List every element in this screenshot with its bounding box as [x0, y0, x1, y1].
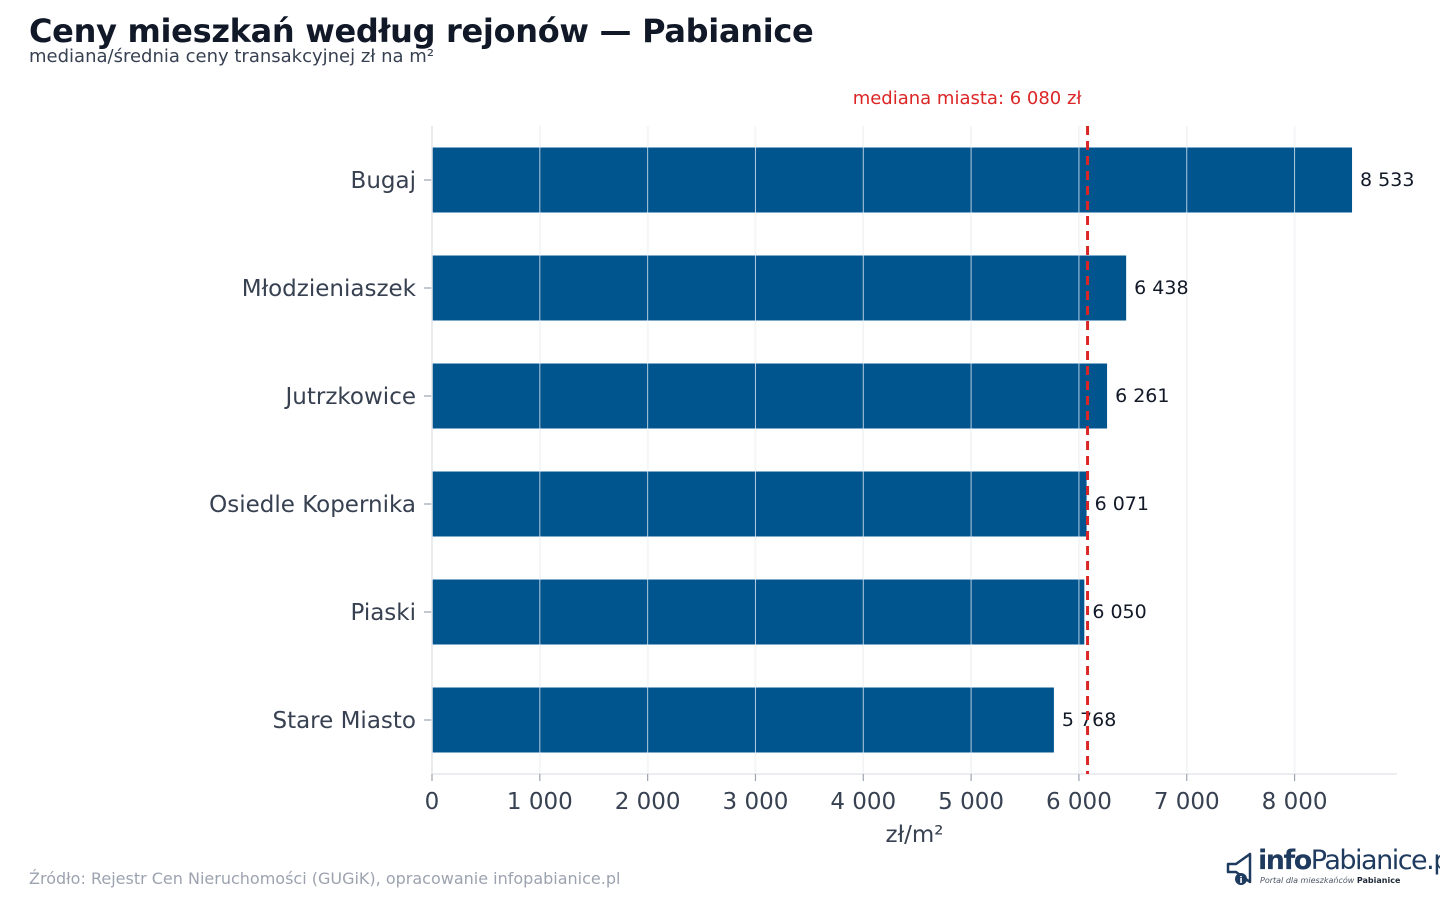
reference-line-group: mediana miasta: 6 080 zł — [853, 88, 1090, 774]
bars — [432, 147, 1353, 753]
logo-prefix: info — [1258, 845, 1312, 876]
labels: Bugaj 8 533 Młodzieniaszek 6 438 Jutrzkowice… — [209, 168, 1414, 848]
bar-1 — [432, 255, 1127, 321]
bar-2 — [432, 363, 1108, 429]
logo-tagline: Portal dla mieszkańców Pabianice — [1260, 876, 1400, 885]
logo-name: Pabianice.pl — [1310, 845, 1440, 876]
brand-logo[interactable]: i infoPabianice.pl Portal dla mieszkańcó… — [1224, 846, 1440, 890]
x-tick-label-0: 0 — [425, 789, 440, 815]
category-label-1: Młodzieniaszek — [242, 276, 417, 302]
x-tick-label-5: 5 000 — [938, 789, 1004, 815]
chart-subtitle: mediana/średnia ceny transakcyjnej zł na… — [29, 46, 435, 67]
x-tick-label-4: 4 000 — [830, 789, 896, 815]
overlay-gridlines — [539, 126, 1296, 774]
chart-title: Ceny mieszkań według rejonów — Pabianice — [29, 12, 814, 50]
value-label-2: 6 261 — [1115, 385, 1169, 407]
median-reference-label: mediana miasta: 6 080 zł — [853, 88, 1083, 109]
axes — [424, 126, 1397, 781]
source-note: Źródło: Rejestr Cen Nieruchomości (GUGiK… — [29, 869, 621, 888]
svg-text:i: i — [1239, 876, 1242, 886]
value-label-5: 5 768 — [1062, 709, 1116, 731]
category-label-3: Osiedle Kopernika — [209, 492, 416, 518]
value-label-3: 6 071 — [1095, 493, 1149, 515]
logo-wordmark: infoPabianice.pl — [1258, 846, 1440, 876]
x-tick-label-2: 2 000 — [615, 789, 681, 815]
category-label-0: Bugaj — [351, 168, 416, 194]
x-tick-label-7: 7 000 — [1154, 789, 1220, 815]
category-label-2: Jutrzkowice — [284, 384, 416, 410]
x-tick-label-3: 3 000 — [723, 789, 789, 815]
bar-5 — [432, 687, 1054, 753]
x-tick-label-1: 1 000 — [507, 789, 573, 815]
value-label-4: 6 050 — [1092, 601, 1146, 623]
bar-3 — [432, 471, 1087, 537]
bar-4 — [432, 579, 1085, 645]
value-label-0: 8 533 — [1360, 169, 1414, 191]
x-tick-label-8: 8 000 — [1262, 789, 1328, 815]
megaphone-icon: i — [1226, 852, 1252, 886]
logo-tagline-text: Portal dla mieszkańców — [1260, 876, 1355, 885]
category-label-4: Piaski — [350, 600, 416, 626]
value-label-1: 6 438 — [1134, 277, 1188, 299]
x-axis-label: zł/m² — [886, 822, 944, 848]
bar-0 — [432, 147, 1353, 213]
logo-tagline-bold: Pabianice — [1356, 876, 1401, 885]
category-label-5: Stare Miasto — [272, 708, 416, 734]
x-tick-label-6: 6 000 — [1046, 789, 1112, 815]
